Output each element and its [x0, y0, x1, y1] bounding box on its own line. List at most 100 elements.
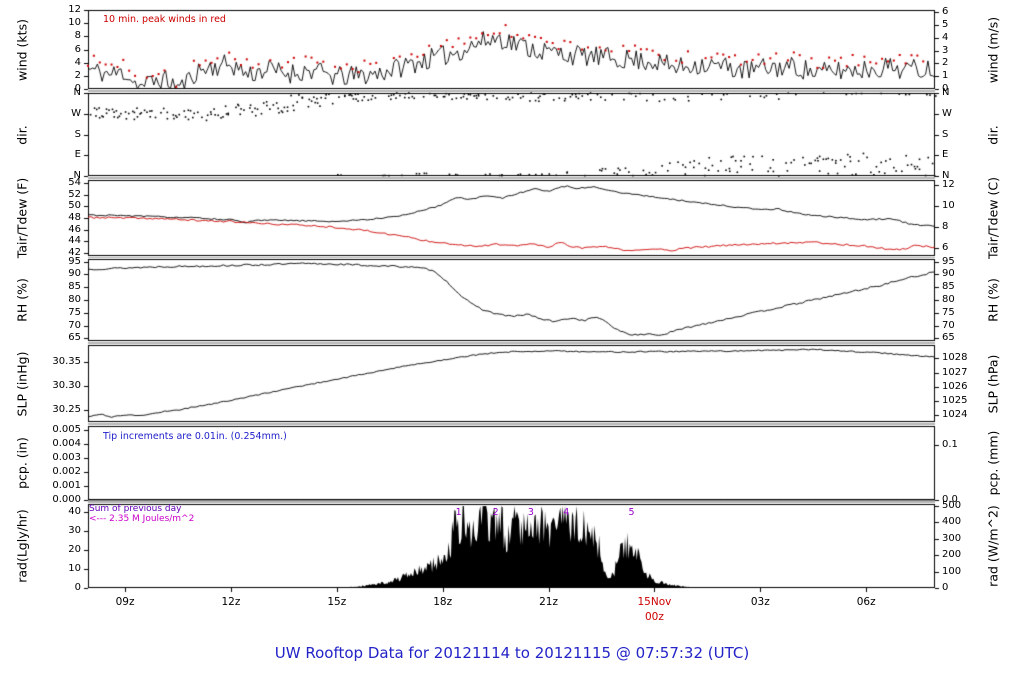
x-tick-label-21z: 21z [539, 596, 558, 608]
y-tick-label-right-rad: 0 [942, 582, 949, 593]
y-tick-label-right-rad: 500 [942, 499, 962, 511]
y-tick-label-right-slp: 1025 [942, 395, 968, 407]
y-tick-label-right-slp: 1024 [942, 409, 968, 421]
annotation-rad-6: 5 [628, 507, 635, 518]
y-tick-label-left-rh: 70 [68, 319, 81, 331]
y-tick-label-right-rad: 200 [942, 549, 962, 561]
y-tick-label-right-rh: 90 [942, 268, 955, 280]
annotation-rad-4: 3 [527, 507, 534, 518]
y-tick-label-left-rad: 30 [68, 524, 81, 536]
y-tick-label-right-temp: 8 [942, 221, 949, 233]
y-tick-label-left-dir: S [74, 128, 81, 140]
y-axis-label-right-wind: wind (m/s) [985, 16, 1001, 83]
y-tick-label-left-wind: 4 [74, 56, 81, 68]
annotation-rad-3: 2 [492, 507, 499, 518]
y-tick-label-left-wind: 12 [68, 4, 81, 15]
y-tick-label-right-wind: 5 [942, 19, 949, 31]
y-tick-label-right-temp: 6 [942, 242, 949, 254]
y-tick-label-left-rad: 20 [68, 543, 81, 555]
annotation-pcp-0: Tip increments are 0.01in. (0.254mm.) [103, 431, 287, 442]
y-tick-label-left-rh: 85 [68, 281, 81, 293]
y-tick-label-right-wind: 0 [942, 83, 949, 94]
y-tick-label-right-rh: 95 [942, 255, 955, 267]
y-tick-label-left-temp: 44 [68, 235, 81, 247]
y-tick-label-right-rh: 65 [942, 332, 955, 344]
y-tick-label-left-temp: 50 [68, 200, 81, 212]
y-tick-label-right-wind: 6 [942, 6, 949, 18]
annotation-rad-0: Sum of previous day [89, 504, 182, 514]
y-tick-label-left-dir: N [73, 87, 81, 98]
y-axis-label-right-slp: SLP (hPa) [985, 354, 1001, 413]
y-axis-label-right-dir: dir. [985, 124, 1001, 145]
y-axis-label-left-pcp: pcp. (in) [14, 437, 30, 489]
y-tick-label-left-pcp: 0.005 [52, 424, 81, 436]
y-axis-label-left-rad: rad(Lgly/hr) [14, 509, 30, 583]
y-tick-label-left-temp: 42 [68, 247, 81, 259]
y-tick-label-right-wind: 2 [942, 57, 949, 69]
y-tick-label-right-rad: 300 [942, 532, 962, 544]
y-axis-label-right-rh: RH (%) [985, 278, 1001, 322]
y-tick-label-left-wind: 8 [74, 30, 81, 42]
y-tick-label-left-temp: 52 [68, 188, 81, 200]
x-tick-label-12z: 12z [221, 596, 241, 608]
y-tick-label-right-dir: N [942, 170, 950, 181]
y-tick-label-left-rad: 10 [68, 562, 81, 574]
y-tick-label-right-rad: 100 [942, 565, 962, 577]
y-tick-label-right-rh: 80 [942, 294, 955, 305]
y-tick-label-left-wind: 0 [74, 83, 81, 94]
y-axis-label-left-slp: SLP (inHg) [14, 351, 30, 416]
y-tick-label-left-rad: 0 [74, 582, 81, 593]
y-tick-label-right-dir: N [942, 87, 950, 98]
y-tick-label-right-slp: 1027 [942, 366, 968, 378]
y-tick-label-right-pcp: 0.1 [942, 439, 958, 451]
y-tick-label-left-pcp: 0.003 [52, 452, 81, 464]
y-tick-label-right-rh: 75 [942, 306, 955, 318]
y-tick-label-left-dir: E [74, 149, 81, 161]
y-axis-label-left-wind: wind (kts) [14, 18, 30, 81]
y-axis-label-right-rad: rad (W/m^2) [985, 505, 1001, 587]
y-tick-label-right-wind: 4 [942, 31, 949, 43]
y-axis-label-left-dir: dir. [14, 124, 30, 145]
y-tick-label-left-dir: N [73, 170, 81, 181]
y-tick-label-left-pcp: 0.000 [52, 494, 81, 505]
y-tick-label-left-dir: W [71, 107, 81, 119]
y-axis-label-right-temp: Tair/Tdew (C) [985, 177, 1001, 259]
y-tick-label-left-rh: 90 [68, 268, 81, 280]
x-tick-label-18z: 18z [433, 596, 453, 608]
y-tick-label-right-wind: 3 [942, 44, 949, 56]
y-tick-label-left-slp: 30.35 [52, 355, 81, 367]
x-tick-label-15z: 15z [327, 596, 347, 608]
y-tick-label-left-temp: 48 [68, 212, 81, 223]
y-tick-label-left-temp: 46 [68, 223, 81, 235]
annotation-wind-0: 10 min. peak winds in red [103, 14, 226, 25]
y-tick-label-right-temp: 12 [942, 179, 955, 191]
annotation-rad-1: <--- 2.35 M Joules/m^2 [89, 514, 195, 524]
y-tick-label-right-dir: E [942, 149, 949, 161]
y-tick-label-right-slp: 1028 [942, 352, 968, 364]
y-tick-label-left-rh: 65 [68, 332, 81, 344]
y-tick-label-left-rh: 80 [68, 294, 81, 305]
y-tick-label-right-rad: 400 [942, 516, 962, 528]
y-tick-label-right-slp: 1026 [942, 380, 968, 392]
y-tick-label-right-temp: 10 [942, 200, 955, 212]
y-tick-label-right-rh: 70 [942, 319, 955, 331]
y-tick-label-left-rh: 75 [68, 306, 81, 318]
y-tick-label-right-dir: S [942, 128, 949, 140]
y-tick-label-right-pcp: 0.0 [942, 494, 958, 505]
y-axis-label-right-pcp: pcp. (mm) [985, 430, 1001, 496]
y-tick-label-right-dir: W [942, 107, 952, 119]
y-tick-label-left-pcp: 0.004 [52, 438, 81, 450]
y-tick-label-left-pcp: 0.001 [52, 480, 81, 492]
y-tick-label-left-rh: 95 [68, 255, 81, 267]
y-tick-label-left-wind: 10 [68, 17, 81, 29]
y-tick-label-right-wind: 1 [942, 70, 949, 82]
figure-title: UW Rooftop Data for 20121114 to 20121115… [274, 644, 750, 662]
x-tick-label-03z: 03z [750, 596, 770, 608]
y-tick-label-left-slp: 30.25 [52, 403, 81, 415]
y-tick-label-left-temp: 54 [68, 176, 81, 188]
y-tick-label-left-wind: 6 [74, 43, 81, 55]
x-tick-label-15Nov: 15Nov 00z [637, 596, 672, 623]
y-tick-label-left-slp: 30.30 [52, 379, 81, 391]
